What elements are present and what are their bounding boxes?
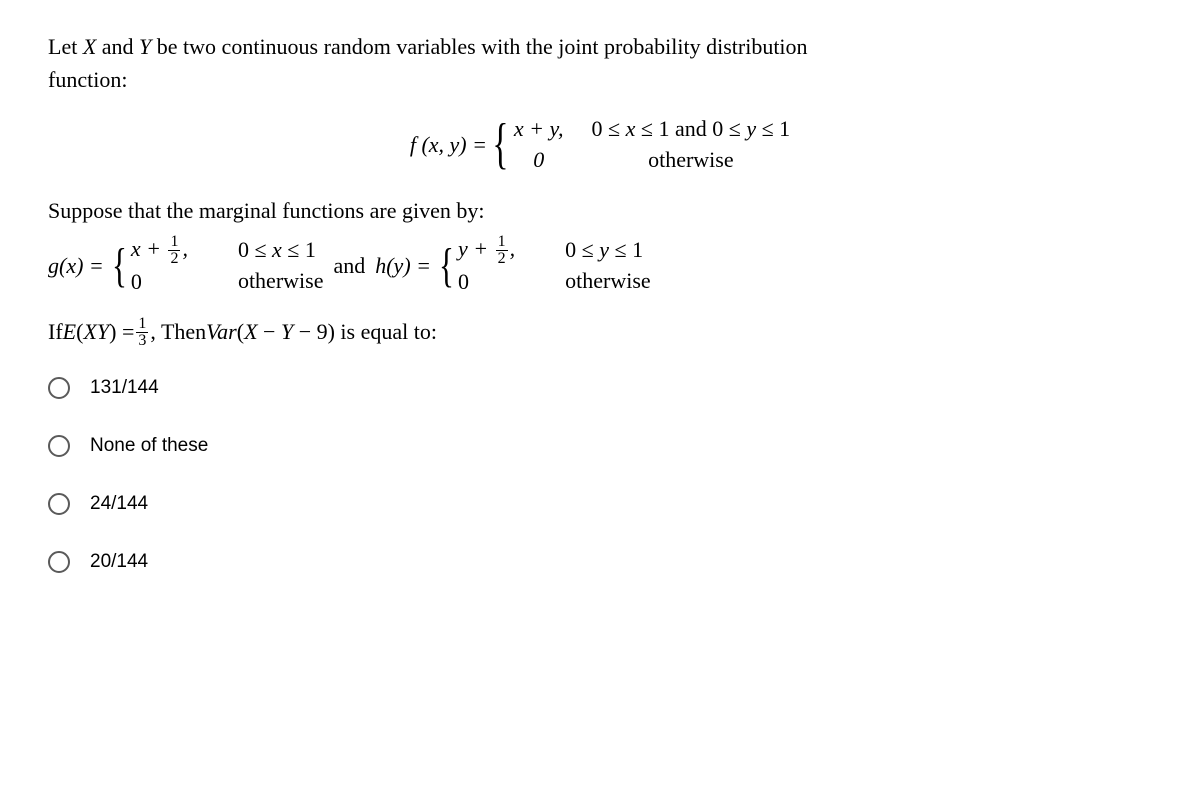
- hy-cond1-a: 0 ≤: [565, 237, 599, 262]
- radio-icon[interactable]: [48, 435, 70, 457]
- option-4[interactable]: 20/144: [48, 551, 1152, 573]
- joint-cond2: otherwise: [592, 145, 791, 176]
- final-pre: If: [48, 319, 63, 345]
- joint-cond1-c: ≤ 1: [756, 116, 790, 141]
- joint-cond1-y: y: [746, 116, 756, 141]
- gx-cond2: otherwise: [238, 266, 324, 297]
- gx-cond1-b: ≤ 1: [282, 237, 316, 262]
- final-question: If E (XY) = 13 , Then Var (X − Y − 9) is…: [48, 316, 1152, 349]
- hy-case1: y + 12,: [458, 234, 515, 267]
- hy-cond1-y: y: [599, 237, 609, 262]
- intro-X: X: [83, 34, 96, 59]
- intro-text-2: and: [96, 34, 139, 59]
- radio-icon[interactable]: [48, 551, 70, 573]
- final-var-arg: (X − Y − 9) is equal to:: [237, 319, 437, 345]
- intro-text-4: function:: [48, 67, 127, 92]
- final-exy-arg: (XY) =: [76, 319, 134, 345]
- final-frac: 13: [136, 316, 148, 349]
- gx-lhs: g(x) =: [48, 253, 104, 279]
- hy-lhs: h(y) =: [375, 253, 431, 279]
- options-list: 131/144 None of these 24/144 20/144: [48, 377, 1152, 573]
- option-4-label: 20/144: [90, 551, 148, 573]
- marginals: g(x) = { x + 12, 0 0 ≤ x ≤ 1 otherwise a…: [48, 234, 1152, 298]
- brace-icon: {: [492, 122, 508, 167]
- final-var: Var: [206, 319, 237, 345]
- hy-cond2: otherwise: [565, 266, 651, 297]
- option-1[interactable]: 131/144: [48, 377, 1152, 399]
- joint-case1-expr: x + y,: [514, 114, 564, 145]
- intro-text-3: be two continuous random variables with …: [151, 34, 807, 59]
- joint-cond1-a: 0 ≤: [592, 116, 626, 141]
- final-post-frac: , Then: [150, 319, 206, 345]
- brace-icon: {: [439, 247, 454, 285]
- and-separator: and: [333, 253, 365, 279]
- option-3-label: 24/144: [90, 493, 148, 515]
- gx-case2: 0: [131, 267, 142, 298]
- joint-case2-expr: 0: [514, 145, 564, 176]
- joint-cond1-b: ≤ 1 and 0 ≤: [635, 116, 746, 141]
- joint-pdf: f (x, y) = { x + y, 0 0 ≤ x ≤ 1 and 0 ≤ …: [48, 114, 1152, 176]
- radio-icon[interactable]: [48, 493, 70, 515]
- suppose-text: Suppose that the marginal functions are …: [48, 198, 1152, 224]
- intro-text-1: Let: [48, 34, 83, 59]
- joint-lhs: f (x, y) =: [410, 132, 487, 158]
- option-3[interactable]: 24/144: [48, 493, 1152, 515]
- gx-case1: x + 12,: [131, 234, 188, 267]
- joint-cond1-x: x: [626, 116, 636, 141]
- hy-case2: 0: [458, 267, 469, 298]
- hy-cond1-b: ≤ 1: [609, 237, 643, 262]
- problem-intro: Let X and Y be two continuous random var…: [48, 30, 1152, 96]
- option-2-label: None of these: [90, 435, 208, 457]
- gx-cond1-a: 0 ≤: [238, 237, 272, 262]
- brace-icon: {: [112, 247, 127, 285]
- final-E: E: [63, 319, 76, 345]
- radio-icon[interactable]: [48, 377, 70, 399]
- option-2[interactable]: None of these: [48, 435, 1152, 457]
- option-1-label: 131/144: [90, 377, 159, 399]
- intro-Y: Y: [139, 34, 151, 59]
- gx-cond1-x: x: [272, 237, 282, 262]
